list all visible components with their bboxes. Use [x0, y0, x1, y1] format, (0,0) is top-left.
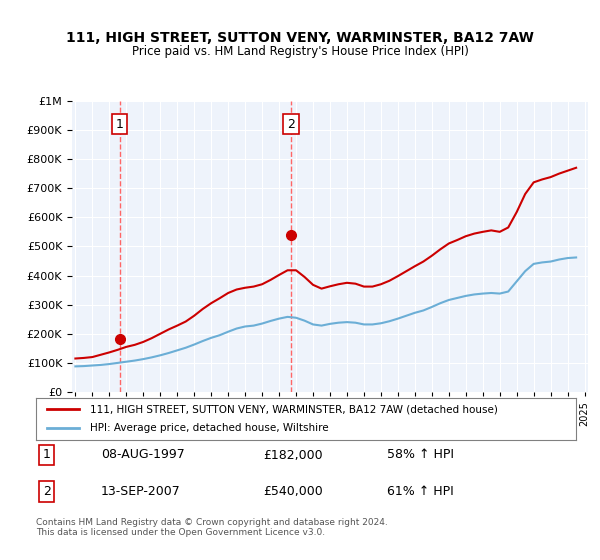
Text: 13-SEP-2007: 13-SEP-2007: [101, 485, 181, 498]
Text: 08-AUG-1997: 08-AUG-1997: [101, 449, 185, 461]
Text: Price paid vs. HM Land Registry's House Price Index (HPI): Price paid vs. HM Land Registry's House …: [131, 45, 469, 58]
Text: 2: 2: [287, 118, 295, 130]
Text: £182,000: £182,000: [263, 449, 322, 461]
Text: 2: 2: [43, 485, 51, 498]
Text: 111, HIGH STREET, SUTTON VENY, WARMINSTER, BA12 7AW: 111, HIGH STREET, SUTTON VENY, WARMINSTE…: [66, 31, 534, 45]
Text: 111, HIGH STREET, SUTTON VENY, WARMINSTER, BA12 7AW (detached house): 111, HIGH STREET, SUTTON VENY, WARMINSTE…: [90, 404, 498, 414]
Text: 58% ↑ HPI: 58% ↑ HPI: [387, 449, 454, 461]
Text: 1: 1: [116, 118, 124, 130]
Text: Contains HM Land Registry data © Crown copyright and database right 2024.
This d: Contains HM Land Registry data © Crown c…: [36, 518, 388, 538]
Text: 1: 1: [43, 449, 51, 461]
Text: £540,000: £540,000: [263, 485, 323, 498]
Text: 61% ↑ HPI: 61% ↑ HPI: [387, 485, 454, 498]
Text: HPI: Average price, detached house, Wiltshire: HPI: Average price, detached house, Wilt…: [90, 423, 329, 433]
